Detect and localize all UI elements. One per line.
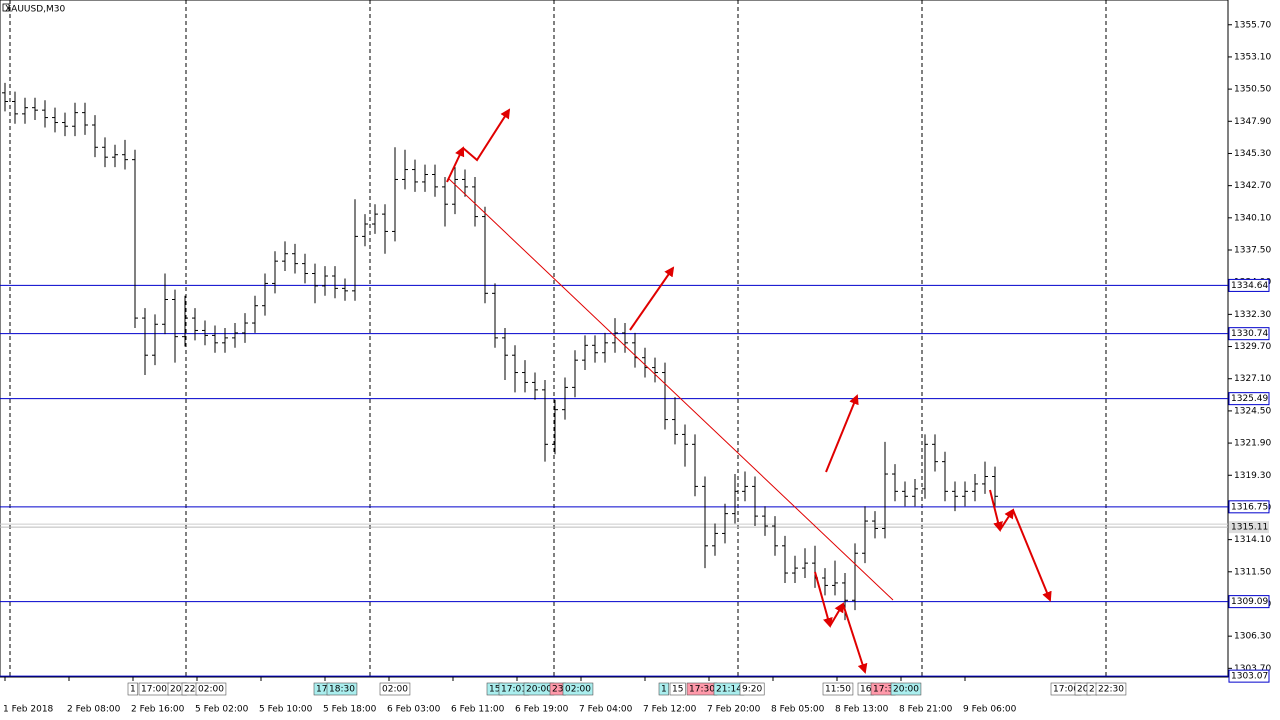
chart-title: XAUUSD,M30	[5, 5, 65, 15]
y-tick-label: 1321.90	[1234, 439, 1271, 449]
time-marker: 17:01	[501, 685, 527, 695]
time-marker: 02:00	[198, 685, 224, 695]
y-tick-label: 1347.90	[1234, 117, 1271, 127]
time-marker-box	[326, 682, 358, 696]
time-marker: 17:00	[141, 685, 167, 695]
time-marker: 15	[672, 685, 683, 695]
axes: 1355.70 1353.10 1350.50 1347.90 1345.30 1342.…	[3, 20, 1271, 714]
y-tick-label: 1306.30	[1234, 632, 1271, 642]
time-marker: 20:	[170, 685, 184, 695]
level-label-box	[1228, 327, 1270, 341]
x-tick-label: 8 Feb 21:00	[899, 705, 953, 715]
y-tick-label: 1345.30	[1234, 149, 1271, 159]
y-tick-label: 1324.50	[1234, 406, 1271, 416]
trend-line	[447, 177, 894, 601]
x-tick-label: 5 Feb 02:00	[195, 705, 249, 715]
x-tick-label: 7 Feb 20:00	[707, 705, 761, 715]
time-marker: 16	[860, 685, 872, 695]
y-tick-label: 1355.70	[1234, 20, 1271, 30]
y-tick-label: 1329.70	[1234, 342, 1271, 352]
time-marker: 22:30	[1098, 685, 1124, 695]
y-tick-label: 1332.30	[1234, 310, 1271, 320]
x-tick-label: 2 Feb 08:00	[67, 705, 121, 715]
y-tick-label: 1340.10	[1234, 213, 1271, 223]
level-label-box	[1228, 500, 1270, 514]
time-marker-box	[195, 682, 227, 696]
bars	[2, 82, 998, 621]
price-label: 1315.11	[1231, 523, 1268, 533]
y-tick-label: 1353.10	[1234, 52, 1271, 62]
y-tick-label: 1319.30	[1234, 471, 1271, 481]
level-label: 1334.64	[1231, 281, 1268, 291]
time-marker: 15	[489, 685, 500, 695]
time-marker-box	[127, 682, 139, 696]
time-marker: 20:00	[893, 685, 919, 695]
time-marker-box	[669, 682, 686, 696]
level-label: 1309.09	[1231, 597, 1268, 607]
time-marker-box	[890, 682, 922, 696]
level-label: 1303.07	[1231, 672, 1268, 682]
level-label: 1316.75	[1231, 502, 1268, 512]
x-tick-label: 6 Feb 19:00	[515, 705, 569, 715]
x-tick-label: 7 Feb 12:00	[643, 705, 697, 715]
time-marker-box	[822, 682, 854, 696]
level-label-box	[1228, 278, 1270, 292]
level-label: 1325.49	[1231, 394, 1268, 404]
time-marker-box	[562, 682, 594, 696]
time-marker-box	[739, 682, 765, 696]
y-tick-label: 1350.50	[1234, 85, 1271, 95]
time-marker: 1	[661, 685, 667, 695]
time-marker: 17:00	[1053, 685, 1079, 695]
y-tick-label: 1314.10	[1234, 535, 1271, 545]
level-label-box	[1228, 392, 1270, 406]
time-marker: 2	[1089, 685, 1095, 695]
time-marker: 02:00	[565, 685, 591, 695]
time-marker: 9:20	[742, 685, 762, 695]
x-tick-label: 9 Feb 06:00	[963, 705, 1017, 715]
x-tick-label: 6 Feb 11:00	[451, 705, 505, 715]
y-tick-label: 1303.70	[1234, 664, 1271, 674]
arrows	[446, 108, 1052, 674]
time-marker-box	[658, 682, 670, 696]
x-tick-label: 8 Feb 05:00	[771, 705, 825, 715]
time-marker: 1	[130, 685, 136, 695]
y-tick-label: 1337.50	[1234, 246, 1271, 256]
y-tick-label: 1327.10	[1234, 374, 1271, 384]
time-marker: 02:00	[382, 685, 408, 695]
level-label: 1330.74	[1231, 329, 1268, 339]
x-tick-label: 5 Feb 18:00	[323, 705, 377, 715]
time-marker: 22	[184, 685, 195, 695]
level-label-box	[1228, 595, 1270, 609]
y-tick-label: 1342.70	[1234, 181, 1271, 191]
time-marker: 17:3	[873, 685, 893, 695]
plot-frame	[0, 0, 1229, 678]
time-marker: 11:50	[825, 685, 851, 695]
level-label-box	[1228, 669, 1270, 683]
y-tick-label: 1311.50	[1234, 567, 1271, 577]
x-tick-label: 1 Feb 2018	[3, 705, 54, 715]
time-marker: 21:14	[716, 685, 742, 695]
levels	[0, 284, 1228, 677]
x-tick-label: 7 Feb 04:00	[579, 705, 633, 715]
time-marker: 17	[316, 685, 327, 695]
x-tick-label: 2 Feb 16:00	[131, 705, 185, 715]
x-tick-label: 6 Feb 03:00	[387, 705, 441, 715]
day-separators	[9, 0, 1107, 677]
x-tick-label: 5 Feb 10:00	[259, 705, 313, 715]
time-marker: 20	[1077, 685, 1089, 695]
time-marker: 20:00	[526, 685, 552, 695]
time-marker: 23	[552, 685, 563, 695]
time-marker: 18:30	[329, 685, 355, 695]
symbol-icon	[2, 3, 10, 12]
time-marker: 17:30	[689, 685, 715, 695]
time-marker-box	[1095, 682, 1127, 696]
price-label-box	[1229, 521, 1269, 534]
x-tick-label: 8 Feb 13:00	[835, 705, 889, 715]
time-marker-box	[379, 682, 411, 696]
